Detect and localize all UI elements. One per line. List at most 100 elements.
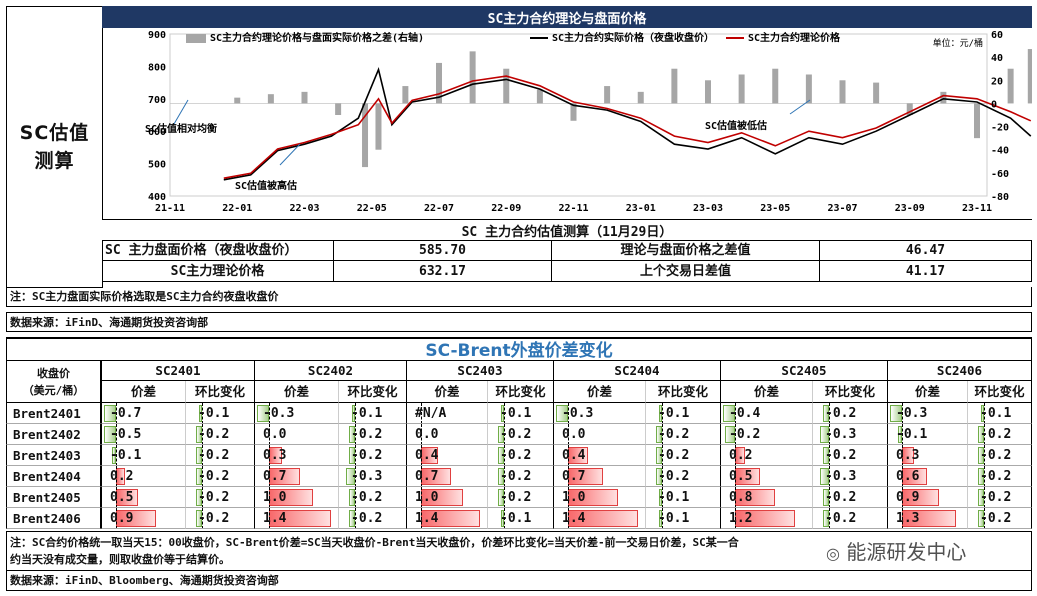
spread-bar [375, 103, 382, 150]
row-header: 收盘价 （美元/桶） [6, 361, 101, 403]
spread-header: 价差 [553, 381, 645, 403]
spread-bar [604, 86, 611, 104]
x-tick-label: 21-11 [155, 203, 185, 214]
zero-axis [829, 403, 830, 423]
spread-cell: -0.2 [720, 424, 812, 445]
negative-bar [498, 447, 504, 464]
spread-value: -0.2 [729, 427, 761, 442]
zero-axis [829, 445, 830, 465]
spread-cell: 0.5 [720, 466, 812, 487]
negative-bar [257, 405, 269, 422]
spread-cell: 0.2 [101, 466, 185, 487]
change-cell: -0.2 [645, 466, 720, 487]
zero-axis [829, 424, 830, 444]
change-value: -0.2 [658, 448, 690, 463]
estimate-title-text: SC 主力合约估值测算（11月29日） [461, 224, 673, 240]
change-cell: -0.1 [338, 403, 406, 424]
zero-axis [735, 445, 736, 465]
spread-bar [469, 51, 476, 104]
x-tick-label: 23-05 [760, 203, 790, 214]
negative-bar [659, 510, 662, 527]
spread-value: 0.6 [896, 469, 920, 484]
source-text: 数据来源：iFinD、海通期货投资咨询部 [6, 312, 1032, 332]
spread-cell: 0.9 [887, 487, 967, 508]
change-value: -0.2 [980, 469, 1012, 484]
group-header-sc2406: SC2406 [887, 361, 1032, 381]
spread-value: -0.7 [110, 406, 142, 421]
zero-axis [662, 508, 663, 528]
change-value: -0.2 [351, 490, 383, 505]
group-header-sc2405: SC2405 [720, 361, 887, 381]
change-cell: -0.1 [645, 487, 720, 508]
negative-bar [723, 405, 735, 422]
zero-axis [202, 487, 203, 507]
spread-table-title: SC-Brent外盘价差变化 [6, 337, 1032, 361]
spread-cell: -0.3 [553, 403, 645, 424]
spread-value: 1.4 [415, 511, 439, 526]
zero-axis [902, 424, 903, 444]
zero-axis [902, 487, 903, 507]
change-value: -0.2 [500, 469, 532, 484]
spread-bar [974, 103, 980, 139]
change-cell: -0.2 [812, 487, 887, 508]
watermark: ◎ 能源研发中心 [826, 536, 966, 565]
row-label-brent2402: Brent2402 [6, 424, 101, 445]
zero-axis [662, 403, 663, 423]
spread-value: 1.3 [896, 511, 920, 526]
change-cell: -0.2 [487, 424, 553, 445]
spread-cell: #N/A [406, 403, 487, 424]
negative-bar [349, 489, 355, 506]
spread-bar [738, 74, 745, 104]
change-cell: -0.2 [185, 508, 254, 529]
y-right-tick-label: -80 [991, 192, 1009, 203]
note-text: 注：SC主力盘面实际价格选取是SC主力合约夜盘收盘价 [6, 287, 1032, 307]
zero-axis [421, 403, 422, 423]
change-cell: -0.2 [185, 466, 254, 487]
spread-bar [873, 82, 880, 104]
spread-value: 0.7 [562, 469, 586, 484]
row-label-brent2403: Brent2403 [6, 445, 101, 466]
chart-title: SC主力合约理论与盘面价格 [102, 6, 1032, 28]
change-value: -0.2 [980, 490, 1012, 505]
spread-value: 0.9 [896, 490, 920, 505]
row-label-brent2404: Brent2404 [6, 466, 101, 487]
change-cell: -0.2 [338, 487, 406, 508]
spread-bar [267, 94, 274, 104]
spread-value: #N/A [415, 406, 447, 421]
zero-axis [355, 487, 356, 507]
negative-bar [196, 468, 202, 485]
spread-cell: 0.3 [254, 445, 338, 466]
spread-bar [671, 68, 678, 104]
zero-axis [829, 466, 830, 486]
change-value: -0.2 [198, 490, 230, 505]
x-tick-label: 23-01 [626, 203, 656, 214]
change-cell: -0.2 [967, 466, 1032, 487]
estimate-value: 41.17 [820, 261, 1032, 282]
zero-axis [269, 424, 270, 444]
spread-cell: -0.1 [101, 445, 185, 466]
spread-header: 价差 [406, 381, 487, 403]
spread-cell: 0.7 [406, 466, 487, 487]
change-value: -0.1 [658, 511, 690, 526]
change-value: -0.2 [658, 427, 690, 442]
change-cell: -0.2 [645, 445, 720, 466]
negative-bar [978, 489, 984, 506]
negative-bar [823, 510, 829, 527]
zero-axis [504, 487, 505, 507]
spread-value: 0.3 [263, 448, 287, 463]
spread-value: 0.9 [110, 511, 134, 526]
zero-axis [355, 466, 356, 486]
x-tick-label: 23-03 [693, 203, 723, 214]
zero-axis [202, 466, 203, 486]
x-tick-label: 22-03 [289, 203, 319, 214]
zero-axis [202, 445, 203, 465]
spread-cell: -0.7 [101, 403, 185, 424]
negative-bar [349, 510, 355, 527]
change-value: -0.2 [351, 448, 383, 463]
change-cell: -0.2 [487, 445, 553, 466]
zero-axis [116, 403, 117, 423]
change-cell: -0.1 [487, 508, 553, 529]
y-left-tick-label: 700 [148, 95, 166, 106]
spread-value: 0.2 [110, 469, 134, 484]
negative-bar [890, 405, 902, 422]
